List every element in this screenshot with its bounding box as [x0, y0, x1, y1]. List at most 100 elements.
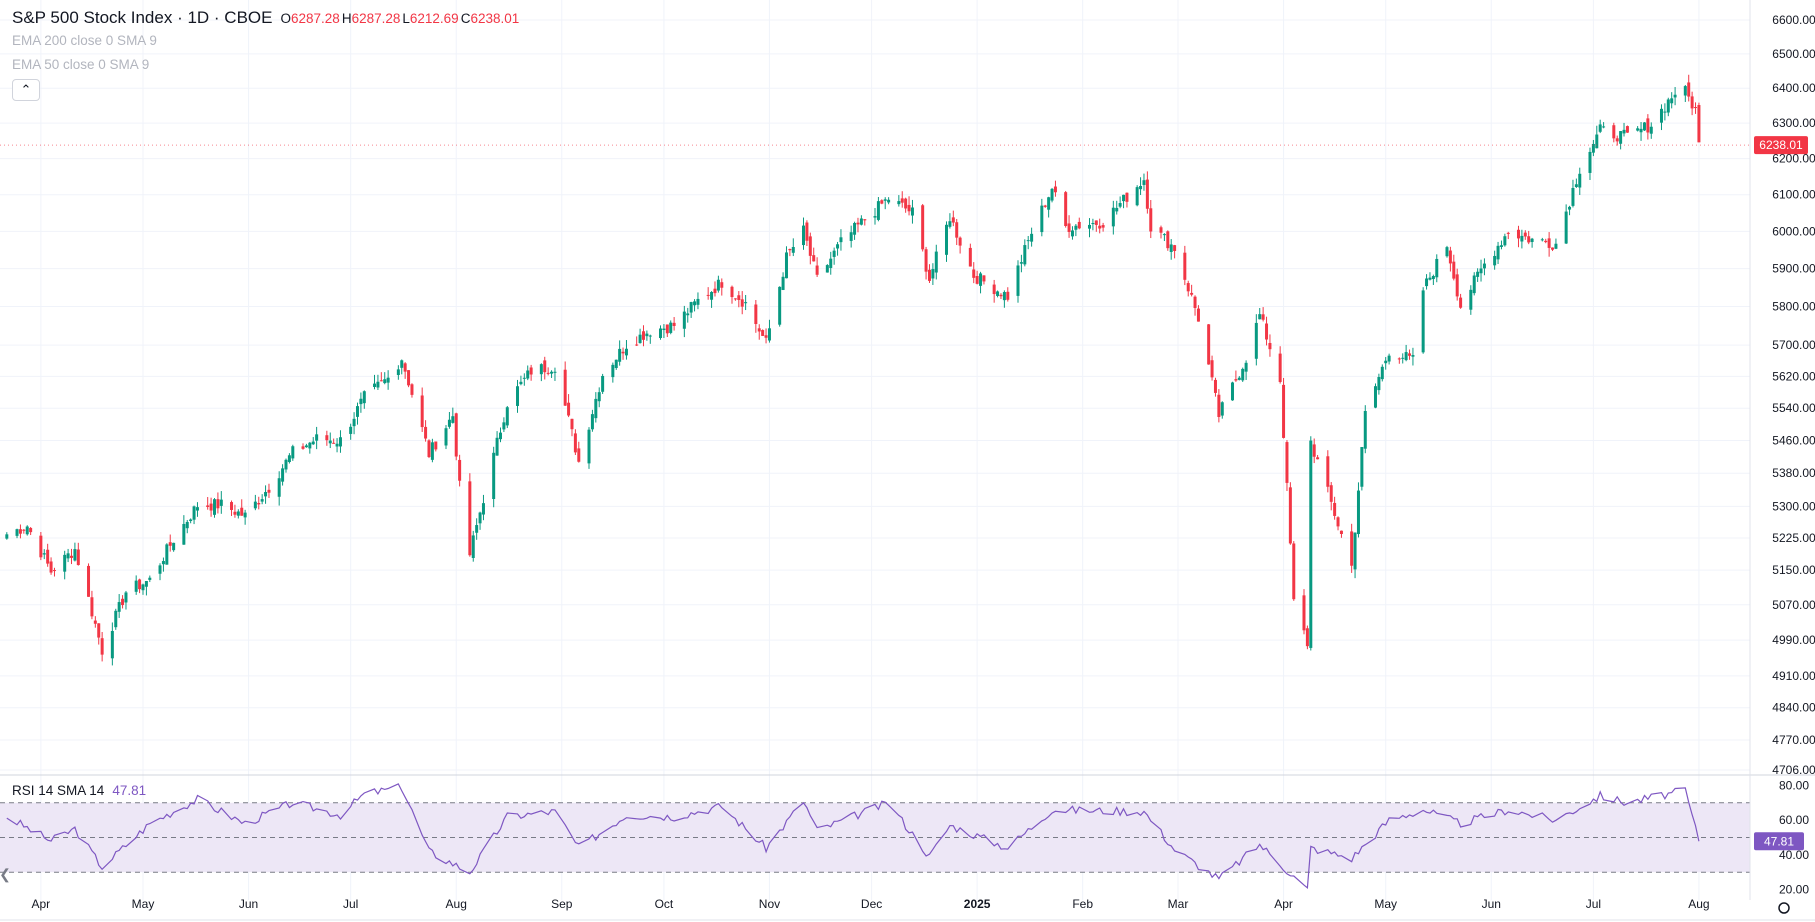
candle-body: [1377, 377, 1381, 391]
candle-body: [165, 544, 169, 565]
candle-body: [999, 294, 1003, 297]
price-tick-label: 5380.00: [1772, 466, 1815, 480]
price-tick-label: 5070.00: [1772, 598, 1815, 612]
time-tick-label: Aug: [1688, 897, 1709, 911]
time-tick-label: May: [1374, 897, 1397, 911]
time-tick-label: Jun: [239, 897, 258, 911]
collapse-legend-button[interactable]: ⌃: [12, 79, 40, 101]
low-value: L6212.69: [402, 11, 459, 26]
chevron-left-icon[interactable]: ❮: [0, 865, 11, 882]
candle-body: [553, 371, 557, 373]
candle-body: [1268, 342, 1272, 350]
candle-body: [621, 351, 625, 354]
candle-body: [539, 364, 543, 375]
candle-body: [1050, 188, 1054, 201]
candle-body: [1697, 105, 1701, 143]
ema50-legend[interactable]: EMA 50 close 0 SMA 9: [12, 57, 150, 72]
candle-body: [1336, 517, 1340, 527]
candle-body: [114, 610, 118, 628]
candle-body: [1625, 126, 1629, 133]
candle-body: [648, 335, 652, 337]
candle-body: [1666, 99, 1670, 113]
candle-body: [291, 446, 295, 459]
candle-body: [471, 535, 475, 559]
candle-body: [1023, 245, 1027, 265]
ema200-legend[interactable]: EMA 200 close 0 SMA 9: [12, 33, 157, 48]
candle-body: [1482, 263, 1486, 269]
rsi-tick-label: 60.00: [1779, 813, 1809, 827]
symbol-title: S&P 500 Stock Index · 1D · CBOE: [12, 8, 273, 27]
candle-body: [1452, 261, 1456, 279]
candle-body: [325, 435, 329, 441]
candle-body: [1445, 247, 1449, 257]
candle-body: [1496, 245, 1500, 260]
candle-body: [665, 324, 669, 334]
candle-body: [287, 455, 291, 463]
candle-body: [240, 507, 244, 516]
candle-body: [212, 499, 216, 515]
candle-body: [1333, 502, 1337, 516]
time-tick-label: Apr: [1274, 897, 1293, 911]
candle-body: [710, 292, 714, 300]
candle-body: [805, 222, 809, 241]
candle-body: [42, 553, 46, 555]
candle-body: [1278, 353, 1282, 382]
candle-body: [502, 422, 506, 430]
candle-body: [1598, 124, 1602, 132]
candle-body: [546, 372, 550, 374]
candle-body: [1064, 192, 1068, 227]
price-tick-label: 5700.00: [1772, 338, 1815, 352]
candle-body: [808, 236, 812, 256]
candle-body: [567, 402, 571, 416]
candle-body: [206, 505, 210, 507]
candle-body: [90, 597, 94, 617]
candle-body: [1230, 382, 1234, 401]
price-tick-label: 6000.00: [1772, 224, 1815, 238]
candle-body: [444, 428, 448, 446]
time-tick-label: Sep: [551, 897, 573, 911]
time-tick-label: Aug: [446, 897, 467, 911]
candle-body: [1428, 277, 1432, 280]
price-tick-label: 4770.00: [1772, 733, 1815, 747]
candle-body: [1094, 220, 1098, 225]
candle-body: [355, 406, 359, 417]
candle-body: [635, 344, 639, 346]
rsi-value-label: 47.81: [1764, 834, 1794, 848]
candle-body: [168, 542, 172, 546]
candle-body: [1030, 233, 1034, 242]
candle-body: [1261, 314, 1265, 320]
candle-body: [315, 434, 319, 441]
time-tick-label: Dec: [861, 897, 882, 911]
price-tick-label: 5150.00: [1772, 563, 1815, 577]
candle-body: [1234, 379, 1238, 381]
candle-body: [1690, 96, 1694, 109]
candle-body: [1213, 379, 1217, 393]
price-tick-label: 5800.00: [1772, 300, 1815, 314]
candle-body: [335, 443, 339, 447]
candle-body: [498, 432, 502, 440]
time-tick-label: Nov: [759, 897, 780, 911]
candle-body: [277, 478, 281, 497]
last-price-label: 6238.01: [1759, 138, 1803, 152]
candle-body: [1615, 138, 1619, 142]
candle-body: [1564, 211, 1568, 244]
candle-body: [624, 348, 628, 356]
candle-body: [1384, 360, 1388, 364]
candle-body: [1122, 194, 1126, 202]
candle-body: [1070, 230, 1074, 237]
candle-body: [778, 286, 782, 325]
candle-body: [1479, 268, 1483, 274]
candle-body: [927, 269, 931, 281]
candle-body: [1135, 187, 1139, 206]
candle-body: [570, 418, 574, 430]
high-value: H6287.28: [341, 11, 401, 26]
candle-body: [1425, 278, 1429, 287]
candle-body: [1431, 276, 1435, 280]
price-tick-label: 6500.00: [1772, 47, 1815, 61]
candle-body: [1193, 296, 1197, 308]
candle-body: [716, 279, 720, 291]
rsi-legend: RSI 14 SMA 14 47.81: [12, 783, 146, 798]
open-value: O6287.28: [280, 11, 340, 26]
candle-body: [934, 251, 938, 273]
